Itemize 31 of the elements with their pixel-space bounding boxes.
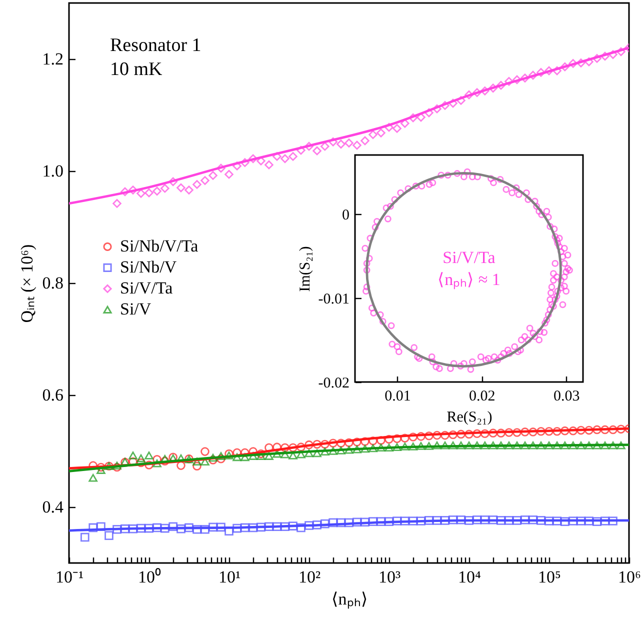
annotation: Resonator 1 — [110, 35, 202, 56]
annotation: ⟨nₚₕ⟩ ≈ 1 — [438, 270, 500, 290]
x-tick-label: 10¹ — [218, 568, 241, 586]
x-tick-label: 10² — [298, 568, 321, 586]
annotation: Si/V/Ta — [442, 248, 496, 267]
annotation: 10 mK — [110, 59, 163, 80]
y-tick-label: -0.01 — [318, 291, 350, 308]
y-axis-title: Qᵢₙₜ (× 10⁶) — [17, 244, 36, 323]
y-tick-label: 0 — [342, 207, 350, 224]
x-tick-label: 10⁰ — [138, 568, 161, 586]
x-tick-label: 0.02 — [469, 388, 496, 404]
legend-label: Si/Nb/V — [120, 258, 178, 277]
y-tick-label: 1.0 — [42, 162, 64, 180]
x-tick-label: 0.03 — [553, 388, 580, 404]
x-tick-label: 10³ — [378, 568, 401, 586]
y-tick-label: 1.2 — [42, 50, 64, 68]
y-tick-label: -0.02 — [318, 376, 350, 392]
x-axis-title: ⟨nₚₕ⟩ — [331, 590, 368, 610]
y-tick-label: 0.4 — [42, 498, 64, 516]
x-tick-label: 0.01 — [384, 388, 411, 404]
x-tick-label: 10⁻¹ — [55, 568, 84, 586]
legend-label: Si/V — [120, 300, 152, 319]
y-tick-label: 0.8 — [42, 274, 64, 292]
x-tick-label: 10⁶ — [618, 568, 642, 586]
y-tick-label: 0.6 — [42, 386, 64, 404]
y-axis-title: Im(S₂₁) — [297, 246, 314, 292]
x-axis-title: Re(S₂₁) — [446, 410, 492, 426]
legend-label: Si/Nb/V/Ta — [120, 236, 199, 256]
x-tick-label: 10⁵ — [538, 568, 562, 586]
legend-label: Si/V/Ta — [120, 278, 174, 298]
x-tick-label: 10⁴ — [458, 568, 482, 586]
